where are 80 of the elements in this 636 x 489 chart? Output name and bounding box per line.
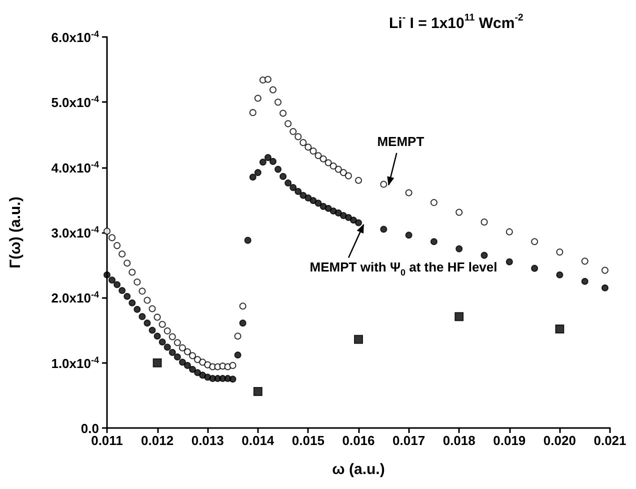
point bbox=[506, 228, 513, 236]
point bbox=[324, 159, 332, 166]
point bbox=[124, 260, 131, 267]
point bbox=[304, 144, 312, 151]
point bbox=[254, 94, 262, 102]
point bbox=[320, 155, 327, 162]
point bbox=[555, 324, 564, 334]
point bbox=[294, 133, 302, 140]
point bbox=[330, 162, 337, 170]
annotation: MEMPT bbox=[377, 134, 424, 150]
point bbox=[184, 348, 191, 356]
point bbox=[234, 332, 242, 340]
y-tick-label: 6.0x10$^{-4}$ bbox=[51, 29, 99, 45]
x-tick-label: 0.012 bbox=[141, 433, 174, 448]
y-tick-label: 0.0 bbox=[80, 421, 99, 436]
x-tick-label: 0.021 bbox=[594, 433, 626, 448]
point bbox=[354, 334, 363, 344]
point bbox=[189, 352, 196, 360]
point bbox=[290, 128, 297, 135]
y-tick-label: 1.0x10$^{-4}$ bbox=[51, 354, 99, 371]
x-tick-label: 0.020 bbox=[543, 433, 576, 448]
x-tick-label: 0.016 bbox=[342, 433, 375, 448]
point bbox=[148, 305, 156, 312]
point bbox=[340, 169, 347, 176]
point bbox=[380, 180, 388, 188]
point bbox=[144, 296, 151, 304]
point bbox=[601, 266, 608, 274]
y-tick-label: 4.0x10$^{-4}$ bbox=[51, 159, 99, 176]
point bbox=[114, 242, 121, 250]
point bbox=[194, 356, 202, 364]
point bbox=[456, 208, 463, 216]
point bbox=[229, 362, 236, 369]
point bbox=[480, 218, 488, 226]
point bbox=[239, 302, 246, 310]
y-tick-label: 5.0x10$^{-4}$ bbox=[51, 94, 99, 110]
point bbox=[178, 344, 186, 352]
x-tick-label: 0.013 bbox=[191, 433, 224, 448]
point bbox=[158, 320, 166, 328]
x-tick-label: 0.019 bbox=[493, 433, 526, 448]
point bbox=[249, 109, 256, 116]
point bbox=[134, 278, 141, 286]
point bbox=[168, 333, 176, 340]
y-tick-label: 2.0x10$^{-4}$ bbox=[51, 290, 99, 306]
point bbox=[264, 76, 272, 83]
point bbox=[253, 387, 262, 396]
point bbox=[344, 172, 352, 180]
point bbox=[104, 228, 110, 235]
x-tick-label: 0.017 bbox=[392, 433, 426, 448]
point bbox=[334, 166, 342, 173]
x-tick-label: 0.018 bbox=[442, 433, 476, 448]
point bbox=[454, 312, 464, 322]
y-tick-label: 3.0x10$^{-4}$ bbox=[51, 224, 99, 240]
point bbox=[300, 139, 307, 146]
x-tick-label: 0.015 bbox=[292, 433, 324, 448]
point bbox=[581, 258, 588, 265]
point bbox=[556, 248, 564, 256]
point bbox=[128, 268, 136, 276]
point bbox=[174, 339, 181, 346]
x-tick-label: 0.011 bbox=[91, 433, 123, 448]
point bbox=[138, 288, 146, 295]
point bbox=[118, 250, 126, 258]
x-axis-title: ω (a.u.) bbox=[332, 461, 385, 478]
point bbox=[280, 110, 287, 117]
point bbox=[355, 176, 362, 184]
point bbox=[274, 98, 282, 106]
point bbox=[430, 199, 438, 206]
point bbox=[152, 358, 162, 368]
y-axis-title: Γ(ω) (a.u.) bbox=[7, 196, 24, 268]
point bbox=[284, 120, 292, 128]
point bbox=[314, 152, 322, 160]
point bbox=[405, 189, 412, 196]
point bbox=[164, 327, 171, 334]
point bbox=[531, 238, 538, 246]
point bbox=[269, 86, 276, 94]
point bbox=[108, 234, 116, 242]
point bbox=[199, 358, 206, 366]
x-tick-label: 0.014 bbox=[242, 433, 275, 448]
annotation: MEMPT with Ψ$_{0}$ at the HF level bbox=[310, 260, 498, 278]
point bbox=[154, 314, 161, 321]
point bbox=[310, 148, 317, 155]
